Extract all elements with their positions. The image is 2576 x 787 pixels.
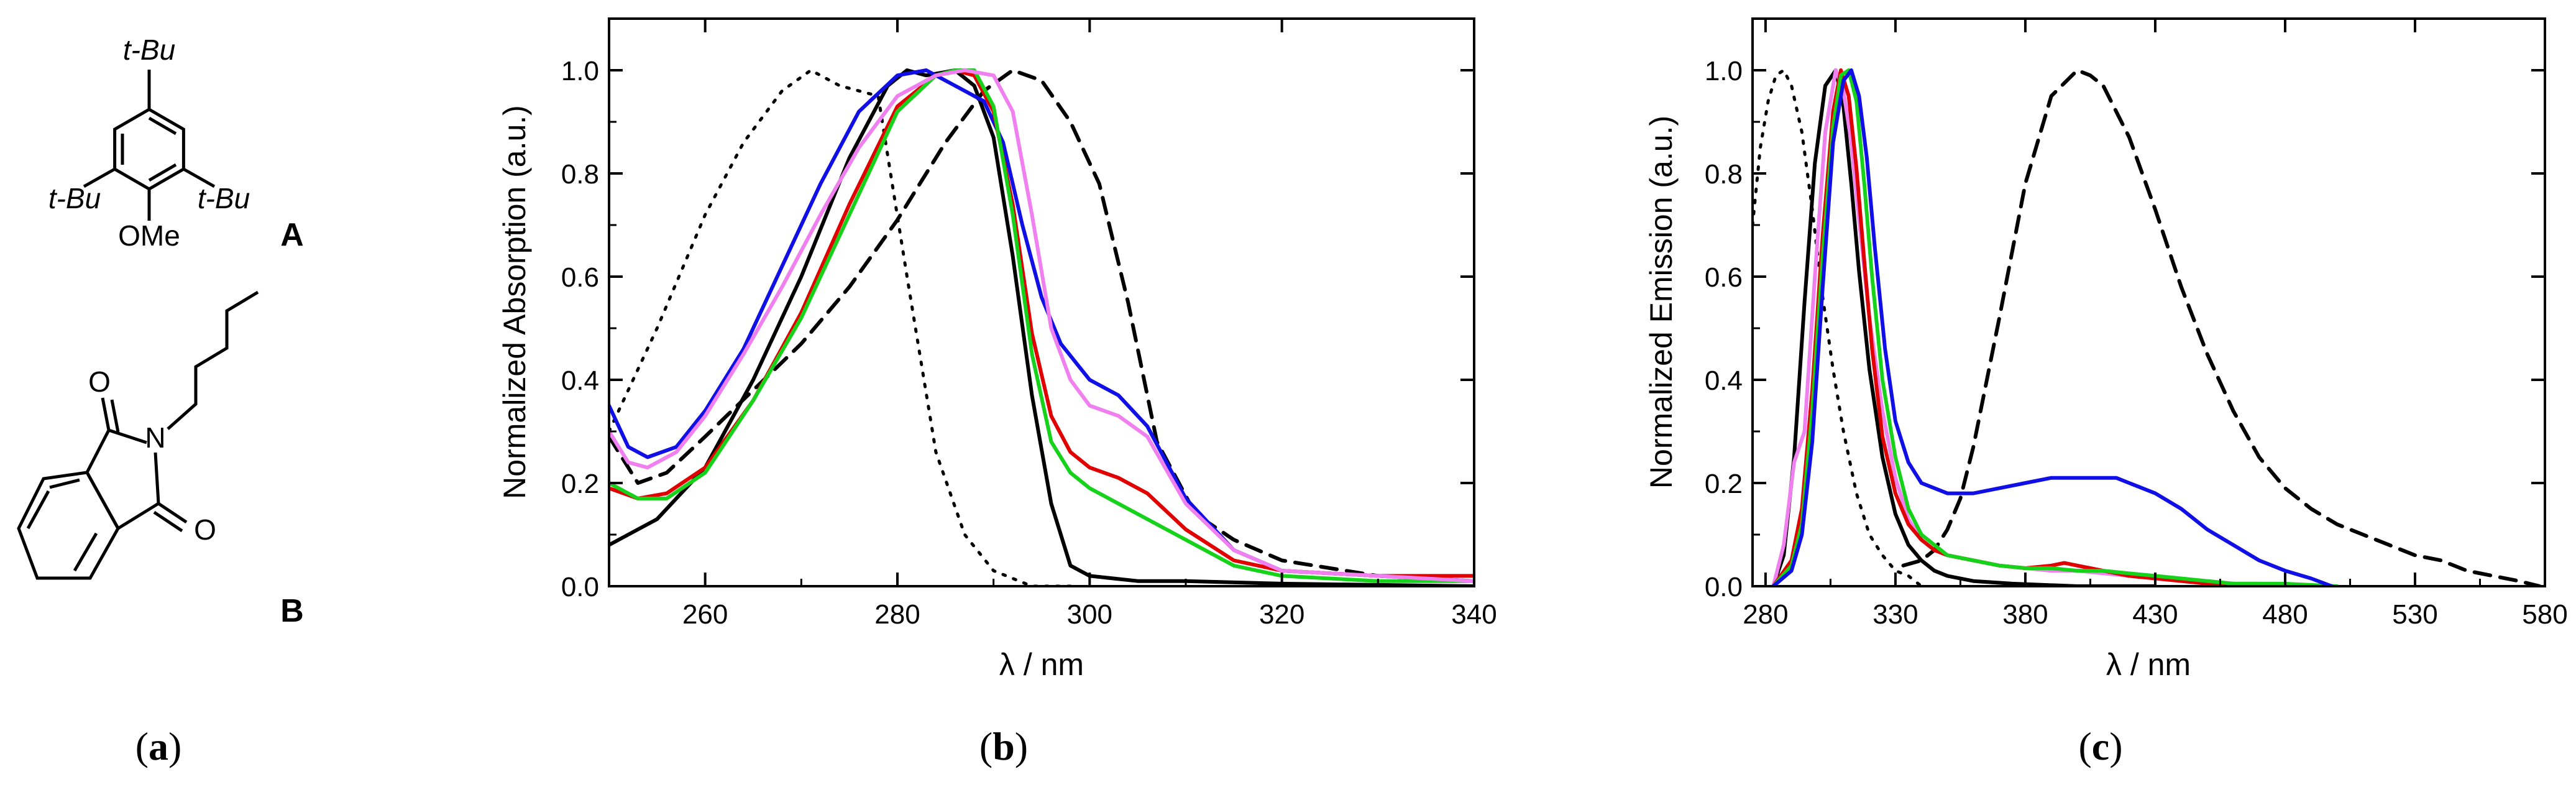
emission-x-tick-label: 580 (2522, 599, 2567, 630)
structure-b-carbonyl (157, 502, 188, 524)
structure-b-benzene (17, 471, 120, 580)
emission-x-tick-label: 530 (2392, 599, 2437, 630)
structure-b-nitrogen: N (145, 421, 165, 454)
emission-x-tick-label: 430 (2132, 599, 2178, 630)
structure-a-bond-right (183, 167, 216, 188)
emission-series-b (1901, 68, 2542, 586)
absorption-plot-frame (608, 17, 1475, 587)
structure-b (17, 290, 259, 580)
emission-x-tick-label: 380 (2002, 599, 2048, 630)
structure-b-oxygen-bottom: O (194, 513, 216, 546)
absorption-series-violet (609, 68, 1474, 583)
absorption-series-b (609, 68, 1474, 583)
panel-label-c: (c) (2078, 724, 2122, 768)
structure-a-tbu-right: t-Bu (198, 182, 250, 214)
structure-b-oxygen-top: O (88, 366, 111, 398)
structure-a (83, 70, 216, 221)
structure-a-double-bond (148, 116, 177, 136)
structure-b-double-bond (49, 478, 80, 489)
emission-series-black (1771, 68, 2157, 586)
absorption-series-black (609, 68, 1474, 586)
emission-x-tick-label: 280 (1743, 599, 1788, 630)
structure-a-ring (113, 108, 185, 191)
absorption-series-red (609, 68, 1474, 578)
structure-b-bond (85, 429, 111, 474)
absorption-x-tick-label: 340 (1451, 599, 1497, 630)
structure-a-bond-left (83, 167, 116, 188)
panel-label-b: (b) (979, 724, 1028, 768)
absorption-x-tick-label: 260 (682, 599, 728, 630)
structure-b-double-bond (26, 490, 50, 530)
structure-b-carbonyl (153, 510, 183, 533)
absorption-y-tick-label: 1.0 (561, 56, 599, 86)
structure-a-tbu-left: t-Bu (48, 182, 101, 214)
absorption-y-tick-label: 0.2 (561, 469, 599, 499)
structure-a-label: A (280, 217, 304, 253)
absorption-series-green (609, 68, 1474, 583)
absorption-y-axis-label: Normalized Absorption (a.u.) (497, 105, 532, 499)
structure-b-double-bond (73, 532, 98, 572)
structure-b-butyl-chain (167, 290, 259, 430)
absorption-series-layer (609, 68, 1474, 586)
emission-plot-frame (1751, 17, 2546, 587)
absorption-y-tick-label: 0.4 (561, 366, 599, 396)
absorption-y-tick-label: 0.0 (561, 572, 599, 602)
structure-a-tbu-top: t-Bu (123, 34, 175, 66)
absorption-series-blue (609, 68, 1474, 583)
panel-c-emission-chart: 280 330 380 430 480 530 5800.00.20.40.60.81.0 … (1644, 17, 2568, 768)
emission-y-tick-label: 0.4 (1705, 366, 1743, 396)
structure-b-bond (117, 502, 160, 530)
structure-a-ome: OMe (118, 219, 180, 252)
structure-b-bond (154, 452, 160, 504)
absorption-x-tick-label: 300 (1067, 599, 1112, 630)
emission-series-green (1771, 68, 2339, 586)
emission-series-layer (1753, 68, 2542, 586)
structure-b-carbonyl (110, 399, 120, 433)
absorption-y-tick-label: 0.6 (561, 262, 599, 293)
emission-y-tick-label: 0.6 (1705, 262, 1743, 293)
emission-y-tick-label: 0.0 (1705, 572, 1743, 602)
absorption-series-a (609, 68, 1072, 586)
emission-y-tick-label: 0.2 (1705, 469, 1743, 499)
emission-ticks-layer: 280 330 380 430 480 530 580 0.0 0.2 0.4 0.6 0.8 1.0 (1705, 19, 2568, 630)
structure-b-label: B (280, 593, 304, 629)
emission-x-axis-label: λ / nm (2106, 647, 2191, 682)
absorption-x-tick-label: 280 (874, 599, 920, 630)
structure-b-bond (108, 428, 147, 444)
emission-x-tick-label: 480 (2262, 599, 2308, 630)
absorption-x-tick-label: 320 (1259, 599, 1304, 630)
structure-a-double-bond (148, 163, 177, 182)
emission-y-tick-label: 1.0 (1705, 56, 1743, 86)
emission-x-tick-label: 330 (1872, 599, 1918, 630)
structure-b-carbonyl (101, 397, 111, 431)
emission-series-red (1771, 68, 2287, 586)
panel-a-structures: t-Bu t-Bu t-Bu OMe A N O O (17, 34, 304, 768)
emission-y-axis-label: Normalized Emission (a.u.) (1644, 116, 1679, 489)
absorption-ticks-layer: 260 280 300 320 340 0.0 0.2 0.4 0.6 0.8 1.0 (561, 19, 1497, 630)
absorption-y-tick-label: 0.8 (561, 159, 599, 190)
absorption-x-axis-label: λ / nm (999, 647, 1084, 682)
emission-series-blue (1771, 68, 2334, 586)
panel-label-a: (a) (135, 724, 182, 768)
panel-b-absorption-chart: 260 280 300 320 340 0.0 0.2 0.4 0.6 0.8 1.0 λ / nm… (497, 17, 1497, 768)
emission-series-violet (1771, 68, 2287, 586)
emission-y-tick-label: 0.8 (1705, 159, 1743, 190)
